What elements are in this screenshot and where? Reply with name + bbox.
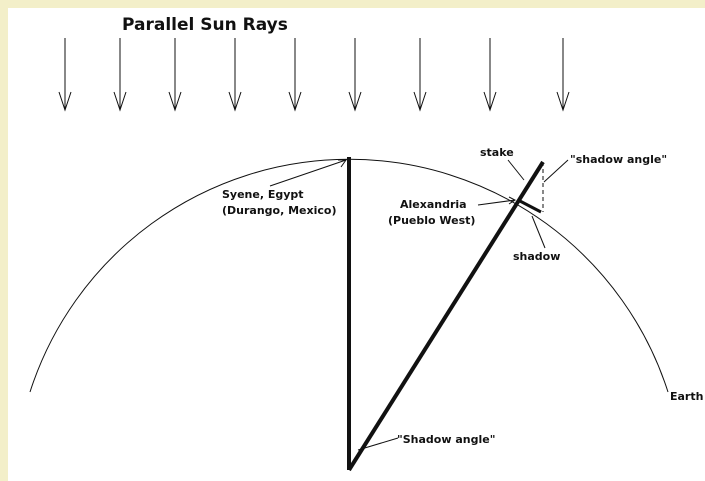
sun-ray <box>58 38 72 112</box>
label: (Pueblo West) <box>388 214 475 227</box>
label: Earth <box>670 390 703 403</box>
sun-ray <box>348 38 362 112</box>
label: "shadow angle" <box>570 153 667 166</box>
label: "Shadow angle" <box>397 433 495 446</box>
leader <box>531 215 546 249</box>
leader <box>543 159 569 183</box>
diagonal-ray <box>347 160 545 472</box>
label: stake <box>480 146 514 159</box>
canvas <box>8 8 705 481</box>
shadow-line <box>517 198 542 214</box>
sun-ray <box>288 38 302 112</box>
label: shadow <box>513 250 560 263</box>
sun-ray <box>113 38 127 112</box>
label: (Durango, Mexico) <box>222 204 337 217</box>
label: Syene, Egypt <box>222 188 304 201</box>
leader <box>357 437 399 451</box>
leader <box>477 196 516 206</box>
sun-ray <box>228 38 242 112</box>
label: Alexandria <box>400 198 467 211</box>
leader <box>269 159 347 187</box>
sun-rays <box>58 38 570 112</box>
sun-ray <box>168 38 182 112</box>
sun-ray <box>556 38 570 112</box>
leader <box>507 159 525 181</box>
sun-ray <box>483 38 497 112</box>
title: Parallel Sun Rays <box>122 15 288 35</box>
sun-ray <box>413 38 427 112</box>
